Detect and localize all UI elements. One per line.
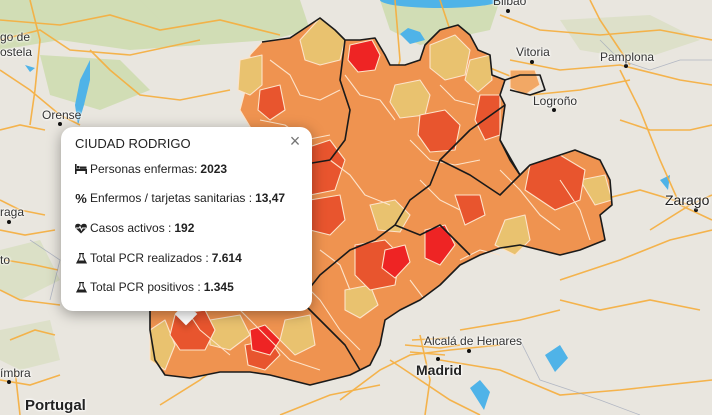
place-label-santiago-partial-2: ostela [0, 45, 33, 59]
place-label-porto: to [0, 253, 11, 267]
popup-row-enfermos-tarjetas: % Enfermos / tarjetas sanitarias : 13,47 [75, 190, 286, 206]
province-borders [149, 17, 613, 386]
row-label: Personas enfermas: [90, 162, 198, 176]
row-value: 192 [174, 221, 195, 235]
popup-title: CIUDAD RODRIGO [75, 136, 191, 151]
row-value: 1.345 [203, 280, 234, 294]
popup-row-total-pcr-positivos: Total PCR positivos : 1.345 [75, 280, 234, 294]
flask-icon [75, 252, 87, 264]
row-label: Casos activos : [90, 221, 172, 235]
place-label-pamplona: Pamplona [600, 50, 655, 64]
place-label-bilbao: Bilbao [493, 0, 527, 8]
close-button[interactable]: × [289, 131, 301, 151]
row-label: Total PCR realizados : [90, 251, 209, 265]
row-value: 7.614 [211, 251, 242, 265]
row-label: Enfermos / tarjetas sanitarias : [90, 191, 253, 205]
place-label-zaragoza: Zarago [665, 192, 710, 208]
popup-row-total-pcr-realizados: Total PCR realizados : 7.614 [75, 251, 242, 265]
place-label-alcala-de-henares: Alcalá de Henares [424, 334, 523, 348]
bed-icon [75, 163, 87, 175]
popup-row-casos-activos: Casos activos : 192 [75, 221, 194, 235]
place-label-coimbra: ímbra [0, 366, 31, 380]
place-label-madrid: Madrid [416, 362, 462, 378]
place-label-portugal: Portugal [25, 397, 86, 414]
popup-row-personas-enfermas: Personas enfermas: 2023 [75, 162, 227, 176]
row-value: 13,47 [255, 191, 286, 205]
info-popup: CIUDAD RODRIGO × Personas enfermas: 2023… [61, 127, 312, 311]
heartbeat-icon [75, 222, 87, 234]
choropleth-region-castilla-y-leon [149, 17, 613, 386]
place-label-orense: Orense [42, 108, 82, 122]
place-label-vitoria: Vitoria [516, 45, 550, 59]
percent-icon: % [75, 190, 87, 206]
row-label: Total PCR positivos : [90, 280, 201, 294]
place-label-santiago-partial-1: go de [0, 30, 31, 44]
row-value: 2023 [200, 162, 228, 176]
place-label-braga: raga [0, 205, 25, 219]
flask-icon [75, 281, 87, 293]
place-label-logrono: Logroño [533, 94, 578, 108]
